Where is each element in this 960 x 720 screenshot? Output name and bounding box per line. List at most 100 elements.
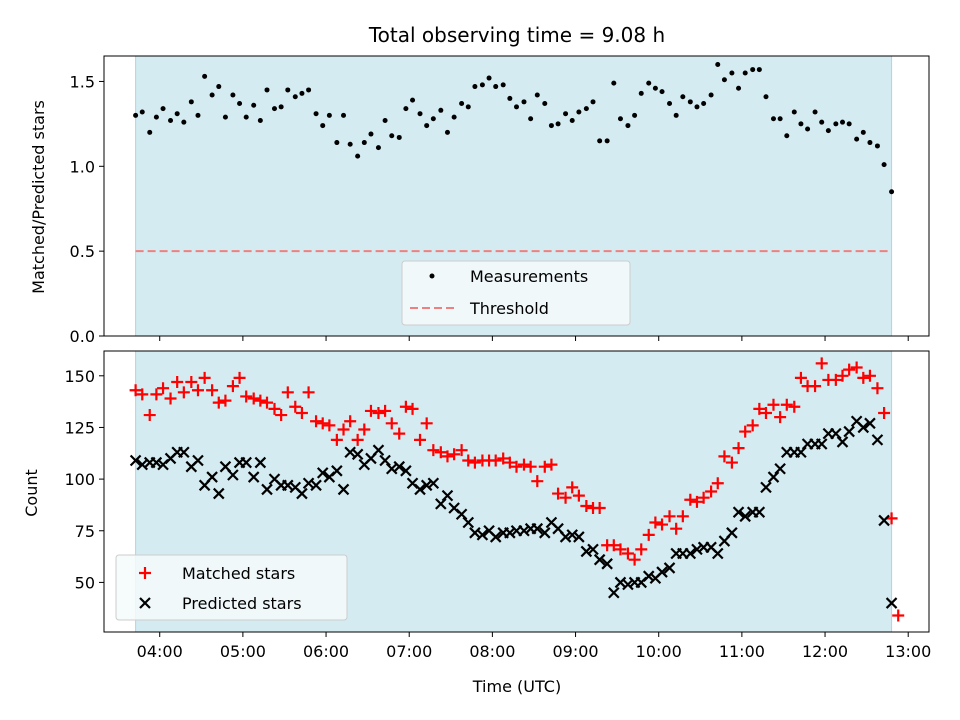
measurement-point — [153, 114, 159, 120]
matched-star-point — [628, 553, 641, 566]
y-tick-label: 0.0 — [70, 327, 95, 346]
measurement-point — [313, 111, 319, 117]
matched-star-point — [455, 444, 468, 457]
measurement-point — [243, 114, 249, 120]
predicted-star-point — [455, 508, 468, 521]
matched-star-point — [746, 419, 759, 432]
measurement-point — [424, 123, 430, 129]
y-tick-label: 50 — [75, 573, 95, 592]
predicted-star-point — [885, 597, 898, 609]
matched-star-point — [351, 433, 364, 446]
matched-star-point — [621, 547, 634, 560]
measurement-point — [486, 75, 492, 81]
matched-star-point — [198, 371, 211, 384]
matched-star-point — [268, 402, 281, 415]
matched-star-point — [247, 392, 260, 405]
matched-star-point — [185, 375, 198, 388]
y-tick-label: 1.0 — [70, 157, 95, 176]
predicted-star-point — [593, 553, 606, 566]
matched-star-point — [302, 386, 315, 399]
matched-star-point — [670, 522, 683, 535]
matched-star-point — [843, 363, 856, 376]
matched-star-point — [531, 475, 544, 488]
matched-star-point — [676, 510, 689, 523]
matched-star-point — [690, 495, 703, 508]
measurement-point — [763, 94, 769, 100]
matched-star-point — [129, 384, 142, 397]
matched-star-point — [545, 458, 558, 471]
matched-star-point — [226, 380, 239, 393]
bottom-axes-frame — [103, 350, 930, 633]
y-tick-label: 100 — [64, 470, 95, 489]
matched-star-point — [649, 516, 662, 529]
measurement-point — [632, 112, 638, 118]
predicted-star-point — [642, 570, 655, 582]
measurement-point — [368, 131, 374, 137]
predicted-star-point — [864, 417, 876, 430]
y-tick-label: 1.5 — [70, 72, 95, 91]
measurement-point — [507, 95, 513, 101]
measurement-point — [770, 116, 776, 122]
matched-star-point — [552, 487, 565, 500]
measurement-point — [534, 92, 540, 98]
matched-star-point — [330, 433, 343, 446]
measurement-point — [860, 129, 866, 135]
matched-star-point — [136, 388, 149, 401]
predicted-star-point — [489, 531, 502, 543]
matched-star-point — [656, 518, 669, 531]
y-tick-label: 150 — [64, 367, 95, 386]
matched-star-point — [857, 371, 870, 384]
predicted-star-point — [691, 543, 703, 556]
matched-star-point — [379, 404, 392, 417]
measurement-point — [867, 140, 873, 146]
matched-star-point — [614, 543, 627, 556]
matched-star-point — [157, 382, 170, 395]
predicted-star-point — [732, 506, 745, 518]
measurement-point — [646, 80, 652, 86]
measurement-point — [569, 117, 575, 123]
matched-stars-legend-marker — [139, 567, 151, 579]
predicted-star-point — [878, 514, 890, 527]
measurement-point — [375, 145, 381, 151]
series-measurements — [133, 61, 895, 195]
measurement-point — [784, 133, 790, 139]
matched-star-point — [732, 442, 745, 455]
measurement-point — [583, 106, 589, 112]
measurement-point — [500, 82, 506, 88]
measurement-point — [854, 136, 860, 142]
predicted-star-point — [830, 427, 842, 440]
y-tick-label: 75 — [75, 522, 95, 541]
measurement-point — [160, 106, 166, 112]
series-matched-stars — [129, 357, 905, 622]
measurement-point — [438, 107, 444, 113]
measurement-point — [638, 90, 644, 96]
measurement-point — [742, 70, 748, 76]
measurement-point — [833, 121, 839, 127]
predicted-stars-legend-marker — [139, 597, 151, 609]
matched-star-point — [289, 400, 302, 413]
measurement-point — [750, 67, 756, 73]
measurement-point — [459, 101, 465, 107]
matched-star-point — [385, 417, 398, 430]
measurement-point — [237, 101, 243, 107]
predicted-star-point — [400, 465, 412, 477]
predicted-star-point — [296, 487, 308, 500]
predicted-star-point — [254, 456, 267, 469]
matched-star-point — [566, 481, 579, 494]
measurement-point — [355, 153, 361, 159]
predicted-star-point — [331, 465, 343, 477]
y-tick-label: 125 — [64, 418, 95, 437]
measurement-point — [874, 143, 880, 149]
matched-star-point — [233, 371, 246, 384]
matched-star-point — [462, 454, 475, 467]
measurement-point — [278, 104, 284, 110]
predicted-star-point — [622, 578, 634, 591]
predicted-star-point — [129, 454, 142, 467]
x-tick-label: 04:00 — [137, 642, 183, 661]
matched-star-point — [871, 382, 884, 395]
predicted-star-point — [573, 531, 585, 543]
predicted-star-point — [760, 481, 772, 494]
matched-star-point — [414, 433, 427, 446]
predicted-star-point — [240, 456, 252, 469]
predicted-star-point — [441, 489, 454, 502]
